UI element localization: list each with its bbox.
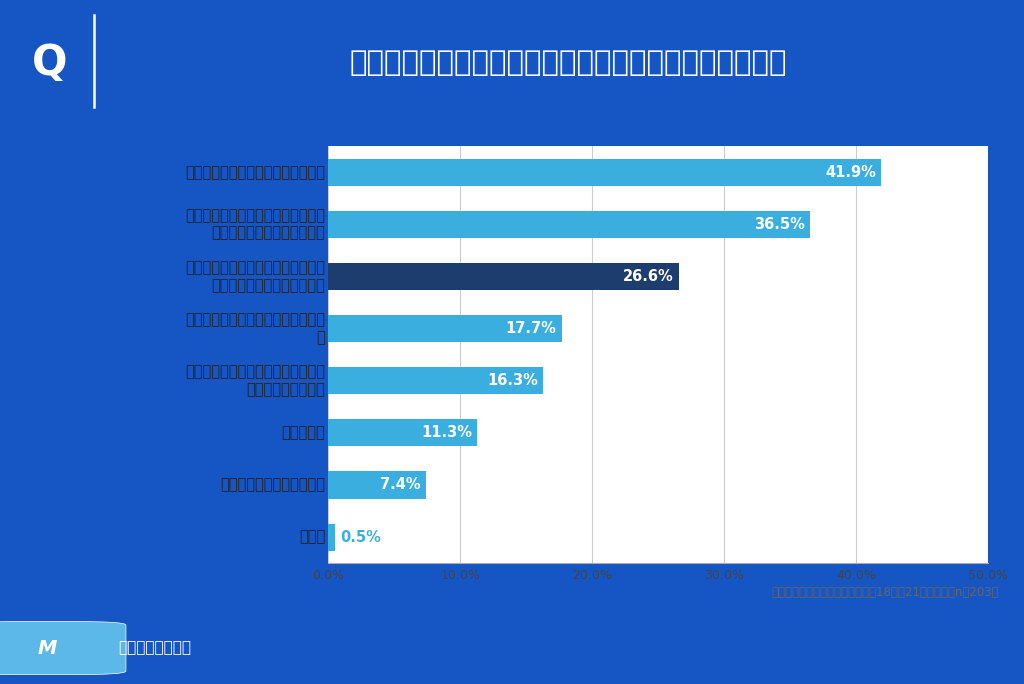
Text: 17.7%: 17.7% <box>506 321 557 336</box>
Text: わからない: わからない <box>282 425 326 440</box>
Text: 11.3%: 11.3% <box>421 425 472 440</box>
Bar <box>329 419 477 447</box>
Text: 26.6%: 26.6% <box>624 269 674 284</box>
Text: 36.5%: 36.5% <box>754 217 805 232</box>
Text: 志望理由書を作成する上で気をつけたことは何ですか？: 志望理由書を作成する上で気をつけたことは何ですか？ <box>349 49 787 77</box>
Bar <box>329 315 562 342</box>
Bar <box>329 211 810 238</box>
Text: 誤字脱字や表現に注意する: 誤字脱字や表現に注意する <box>220 477 326 492</box>
Bar <box>329 367 544 394</box>
Text: 志望動機をエピソードや経験、実績
に基づいて説得力を持たせる: 志望動機をエピソードや経験、実績 に基づいて説得力を持たせる <box>185 261 326 293</box>
Text: 総合型選抜を受験したことがある18歳～21歳の男女（n＝203）: 総合型選抜を受験したことがある18歳～21歳の男女（n＝203） <box>771 586 998 599</box>
Text: 16.3%: 16.3% <box>487 373 538 389</box>
Text: 41.9%: 41.9% <box>825 165 876 180</box>
Bar <box>329 159 882 186</box>
Bar <box>329 263 679 290</box>
Bar <box>329 523 335 551</box>
Text: Q: Q <box>32 42 67 84</box>
Text: 7.4%: 7.4% <box>380 477 421 492</box>
Text: 自分の将来像や目標を具体的に書く: 自分の将来像や目標を具体的に書く <box>185 165 326 180</box>
Text: その他: その他 <box>299 529 326 544</box>
Text: じゅけラボ予備校: じゅけラボ予備校 <box>118 641 190 655</box>
Text: 周囲の人からの添削やフィードバッ
クを積極的に受ける: 周囲の人からの添削やフィードバッ クを積極的に受ける <box>185 365 326 397</box>
Text: M: M <box>38 639 56 657</box>
Text: 文章全体の流れや論理構成を意識す
る: 文章全体の流れや論理構成を意識す る <box>185 313 326 345</box>
Text: 0.5%: 0.5% <box>340 529 381 544</box>
Text: 大学の教育方針・アドミッションポ
リシーとの一致を明確にする: 大学の教育方針・アドミッションポ リシーとの一致を明確にする <box>185 208 326 241</box>
FancyBboxPatch shape <box>0 622 126 674</box>
Bar <box>329 471 426 499</box>
